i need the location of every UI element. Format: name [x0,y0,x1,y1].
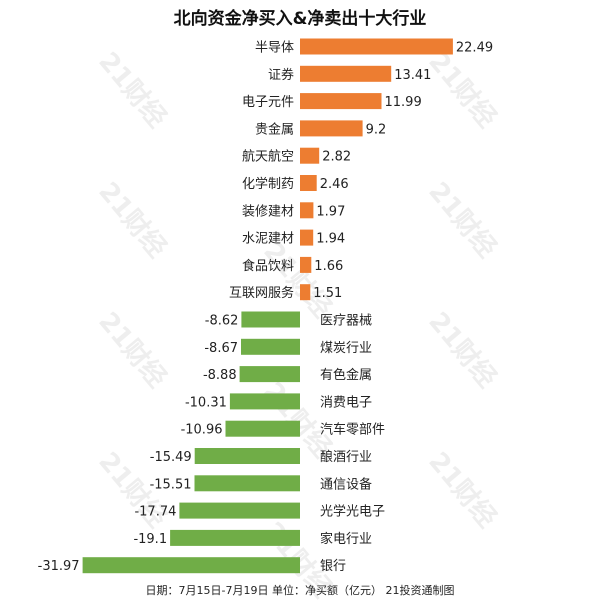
bar-光学光电子 [179,502,300,519]
value-label: -8.62 [205,314,239,329]
bar-消费电子 [229,393,300,410]
bar-有色金属 [239,366,300,383]
value-label: -19.1 [133,532,167,547]
category-label: 贵金属 [255,121,294,137]
bar-煤炭行业 [241,338,300,355]
value-label: 9.2 [366,122,387,137]
value-label: 1.66 [314,259,343,274]
category-label: 食品饮料 [242,258,294,274]
value-label: -15.51 [150,477,192,492]
category-label: 证券 [268,67,294,83]
value-label: -8.88 [203,368,237,383]
bar-互联网服务 [300,284,311,301]
bar-通信设备 [194,475,300,492]
category-label: 消费电子 [320,395,372,410]
category-label: 银行 [320,559,346,574]
category-label: 光学光电子 [320,504,385,520]
category-label: 互联网服务 [229,285,294,301]
bar-化学制药 [300,175,317,191]
bar-水泥建材 [300,229,314,246]
chart-title: 北向资金净买入&净卖出十大行业 [173,9,427,29]
value-label: 1.97 [316,204,345,219]
value-label: -10.31 [185,395,227,410]
bar-汽车零部件 [225,420,300,437]
category-label: 医疗器械 [320,314,372,329]
category-label: 汽车零部件 [320,422,385,438]
value-label: 1.51 [313,286,342,301]
category-label: 酿酒行业 [320,449,372,465]
value-label: -31.97 [38,559,80,574]
category-label: 煤炭行业 [320,341,372,356]
value-label: -10.96 [181,423,223,438]
bar-家电行业 [170,529,300,546]
value-label: -15.49 [150,450,192,465]
category-label: 通信设备 [320,476,372,492]
bar-医疗器械 [241,311,300,328]
bar-贵金属 [300,120,363,137]
value-label: 13.41 [394,68,431,83]
category-label: 化学制药 [242,176,294,192]
category-label: 电子元件 [242,95,294,110]
category-label: 半导体 [255,41,294,56]
category-label: 装修建材 [242,204,294,219]
bar-装修建材 [300,202,314,219]
bar-食品饮料 [300,256,312,273]
value-label: 1.94 [316,232,345,247]
value-label: -17.74 [134,505,176,520]
bar-证券 [300,65,392,82]
value-label: 11.99 [385,95,422,110]
value-label: 2.46 [320,177,349,192]
bar-酿酒行业 [194,448,300,464]
category-label: 有色金属 [320,367,372,383]
value-label: 2.82 [322,150,351,165]
category-label: 家电行业 [320,531,372,547]
bar-电子元件 [300,93,382,110]
value-label: -8.67 [204,341,238,356]
chart-footer: 日期：7月15日-7月19日 单位：净买额（亿元） 21投资通制图 [145,584,455,597]
bar-半导体 [300,38,453,55]
bar-银行 [82,557,300,574]
value-label: 22.49 [456,41,493,56]
category-label: 航天航空 [242,149,294,165]
bar-航天航空 [300,147,320,164]
category-label: 水泥建材 [242,232,294,247]
